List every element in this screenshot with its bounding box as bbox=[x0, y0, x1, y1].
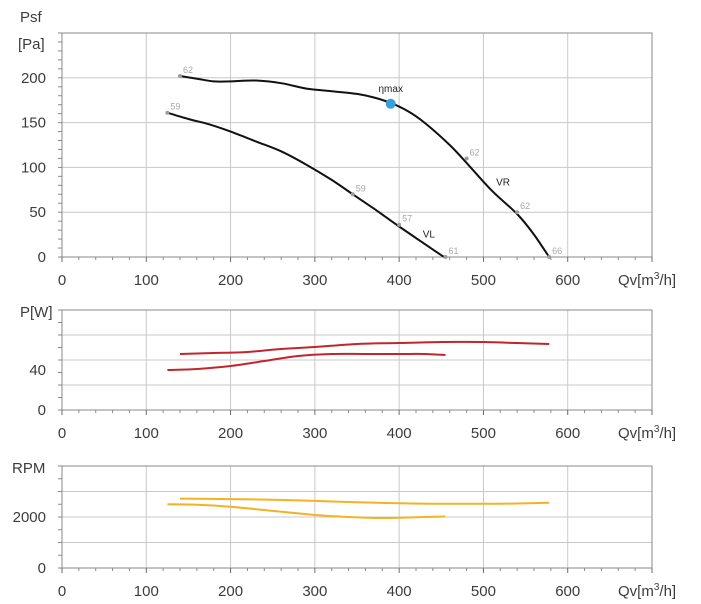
y-tick-label: 40 bbox=[29, 362, 46, 379]
series-label-vr: VR bbox=[496, 177, 510, 188]
power-series-line-vr bbox=[179, 340, 550, 355]
annotation-label: 62 bbox=[470, 147, 480, 157]
pressure-series-line-vl bbox=[167, 111, 446, 259]
rpm-series-line-vr bbox=[179, 497, 550, 505]
annotation-dot bbox=[547, 255, 552, 259]
y-tick-label: 100 bbox=[21, 159, 46, 176]
annotation-dot bbox=[464, 156, 469, 161]
y-tick-label: 150 bbox=[21, 115, 46, 132]
power-panel: 0 100 200 300 400 500 600 0 40 P[W] Qv[m3/h] bbox=[20, 304, 676, 442]
x-tick-label: 200 bbox=[218, 425, 243, 442]
rpm-panel: 0 100 200 300 400 500 600 0 2000 RPM Qv[m3/h] bbox=[12, 460, 676, 600]
rpm-series-line-vl bbox=[167, 503, 446, 520]
x-tick-label: 600 bbox=[555, 425, 580, 442]
annotation-dot bbox=[178, 74, 182, 79]
x-tick-label: 100 bbox=[134, 583, 159, 600]
y-tick-label: 2000 bbox=[13, 509, 46, 526]
x-tick-label: 500 bbox=[471, 272, 496, 289]
plot-frame bbox=[61, 32, 653, 258]
x-tick-label: 0 bbox=[58, 583, 66, 600]
annotation-label: 59 bbox=[356, 183, 366, 193]
x-axis-title: Qv[m3/h] bbox=[618, 271, 676, 289]
annotation-label: 59 bbox=[170, 102, 180, 112]
annotation-dot bbox=[515, 210, 520, 215]
x-tick-label: 400 bbox=[387, 272, 412, 289]
x-axis-title: Qv[m3/h] bbox=[618, 582, 676, 600]
y-axis-title-line2: [Pa] bbox=[18, 36, 45, 53]
x-tick-label: 200 bbox=[218, 583, 243, 600]
annotation-label: 61 bbox=[449, 246, 459, 256]
pressure-series-line-vr bbox=[179, 75, 551, 258]
annotation-dot bbox=[397, 222, 402, 227]
series-label-vl: VL bbox=[423, 229, 436, 240]
y-tick-label: 0 bbox=[38, 560, 46, 577]
annotation-label: 57 bbox=[402, 214, 412, 224]
y-tick-label: 50 bbox=[29, 204, 46, 221]
eta-max-label: ηmax bbox=[378, 84, 402, 95]
x-tick-label: 0 bbox=[58, 425, 66, 442]
x-tick-label: 500 bbox=[471, 583, 496, 600]
y-tick-label: 0 bbox=[38, 249, 46, 266]
y-axis-title: RPM bbox=[12, 460, 45, 477]
annotation-dot bbox=[165, 110, 170, 115]
x-tick-label: 200 bbox=[218, 272, 243, 289]
annotation-dot bbox=[443, 255, 448, 259]
annotation-label: 62 bbox=[520, 201, 530, 211]
eta-max-marker bbox=[385, 98, 396, 109]
x-tick-label: 100 bbox=[134, 272, 159, 289]
x-tick-label: 600 bbox=[555, 272, 580, 289]
annotation-label: 62 bbox=[183, 65, 193, 75]
x-tick-label: 0 bbox=[58, 272, 66, 289]
x-tick-label: 500 bbox=[471, 425, 496, 442]
x-tick-label: 600 bbox=[555, 583, 580, 600]
x-tick-label: 300 bbox=[302, 425, 327, 442]
power-series-line-vl bbox=[167, 352, 446, 371]
x-tick-label: 100 bbox=[134, 425, 159, 442]
annotation-label: 66 bbox=[552, 246, 562, 256]
pressure-panel: 0 100 200 300 400 500 600 0 50 100 150 200 Psf [Pa] Qv… bbox=[18, 9, 676, 289]
annotation-dot bbox=[350, 192, 355, 197]
y-tick-label: 200 bbox=[21, 70, 46, 87]
x-tick-label: 400 bbox=[387, 425, 412, 442]
x-axis-title: Qv[m3/h] bbox=[618, 424, 676, 442]
x-tick-label: 300 bbox=[302, 272, 327, 289]
x-tick-label: 400 bbox=[387, 583, 412, 600]
y-axis-title: P[W] bbox=[20, 304, 53, 321]
x-tick-label: 300 bbox=[302, 583, 327, 600]
y-tick-label: 0 bbox=[38, 402, 46, 419]
y-axis-title-line1: Psf bbox=[20, 9, 43, 26]
